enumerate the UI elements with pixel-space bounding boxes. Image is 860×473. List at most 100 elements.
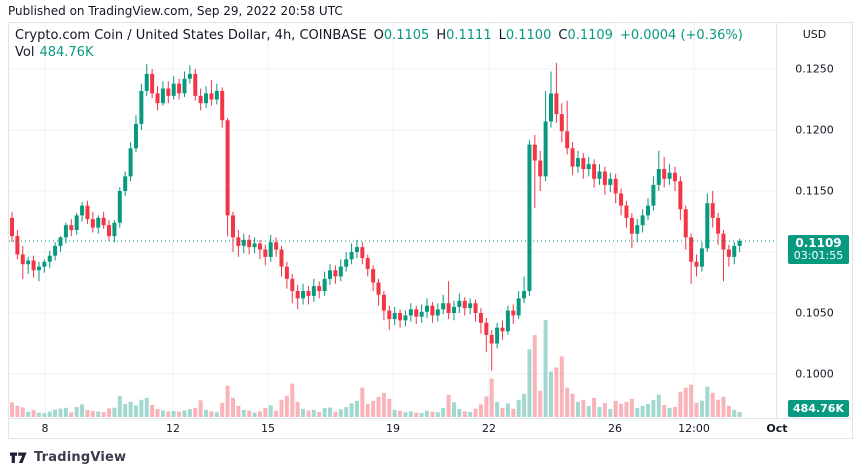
volume-bar: [128, 401, 133, 417]
candle-body: [559, 114, 564, 132]
volume-bar: [69, 412, 74, 417]
candle-body: [511, 310, 516, 316]
volume-bar: [177, 411, 182, 417]
time-tick-label: 12: [166, 422, 180, 435]
symbol-title[interactable]: Crypto.com Coin / United States Dollar, …: [15, 28, 367, 43]
candle-body: [36, 266, 41, 271]
time-axis[interactable]: 8 12 15 19 22 26 12:00 Oct: [9, 418, 852, 438]
volume-bar: [107, 408, 112, 417]
volume-bar: [371, 400, 376, 417]
candle-body: [484, 322, 489, 335]
volume-bar: [608, 408, 613, 417]
volume-bar: [31, 410, 36, 417]
candle-body: [344, 259, 349, 267]
legend-line-volume: Vol 484.76K: [15, 44, 743, 61]
volume-bar: [721, 396, 726, 417]
volume-bar: [187, 409, 192, 417]
volume-bar: [193, 407, 198, 417]
volume-bar: [678, 391, 683, 417]
candle-body: [602, 171, 607, 185]
candle-body: [716, 217, 721, 234]
candle-body: [31, 260, 36, 271]
volume-bar: [651, 399, 656, 417]
candle-body: [204, 93, 209, 104]
candle-body: [629, 217, 634, 234]
candle-body: [63, 225, 68, 238]
candle-body: [597, 171, 602, 179]
candle-body: [419, 311, 424, 317]
volume-bar: [619, 403, 624, 417]
candle-body: [721, 233, 726, 250]
volume-bar: [662, 404, 667, 417]
candle-body: [15, 236, 20, 255]
tradingview-logo-icon[interactable]: [10, 451, 27, 464]
price-axis[interactable]: USD 0.12500.12000.11500.11000.10500.1000…: [776, 23, 852, 418]
candle-body: [10, 217, 14, 237]
volume-bar: [586, 405, 591, 417]
candle-body: [694, 261, 699, 267]
candle-body: [613, 178, 618, 194]
candle-body: [74, 215, 79, 231]
volume-bar: [263, 407, 268, 417]
volume-bar: [209, 411, 214, 417]
volume-bar: [694, 402, 699, 417]
volume-bar: [317, 411, 322, 417]
volume-bar: [10, 402, 14, 417]
volume-bar: [322, 408, 327, 417]
candlestick-chart[interactable]: [9, 23, 776, 418]
published-text: Published on TradingView.com, Sep 29, 20…: [8, 4, 343, 18]
volume-bar: [306, 410, 311, 417]
time-tick-label: 22: [482, 422, 496, 435]
volume-bar: [478, 404, 483, 417]
tradingview-logo-text[interactable]: TradingView: [34, 449, 127, 465]
candle-body: [462, 300, 467, 309]
candle-body: [274, 242, 279, 250]
volume-bar: [565, 387, 570, 417]
candle-body: [349, 252, 354, 260]
candle-body: [662, 169, 667, 179]
candle-body: [640, 215, 645, 226]
volume-bar: [268, 405, 273, 417]
candle-body: [522, 291, 527, 299]
volume-bar: [47, 411, 52, 417]
volume-bar: [155, 408, 160, 417]
price-tick-label: 0.1050: [795, 306, 834, 320]
candle-body: [133, 123, 138, 149]
volume-bar: [376, 396, 381, 417]
volume-bar: [549, 371, 553, 417]
volume-bar: [36, 412, 41, 417]
candle-body: [53, 245, 58, 256]
volume-bar: [656, 394, 661, 417]
volume-bar: [667, 407, 672, 417]
high-value: 0.1111: [446, 28, 492, 43]
candle-body: [408, 309, 413, 316]
volume-bar: [225, 385, 230, 417]
volume-bar: [365, 403, 370, 417]
candle-body: [317, 286, 322, 292]
volume-bar: [468, 412, 473, 417]
candle-body: [538, 160, 543, 177]
candle-body: [247, 239, 252, 248]
candle-body: [726, 249, 731, 257]
candle-body: [284, 266, 289, 279]
volume-bar: [230, 397, 235, 417]
volume-bar: [672, 406, 677, 417]
candle-body: [328, 270, 333, 279]
volume-bar: [462, 411, 467, 417]
volume-bar: [338, 409, 343, 417]
chart-legend: Crypto.com Coin / United States Dollar, …: [15, 27, 743, 61]
volume-bar: [236, 405, 241, 417]
candle-body: [42, 261, 47, 267]
published-bar: Published on TradingView.com, Sep 29, 20…: [0, 0, 860, 22]
candle-body: [473, 303, 478, 313]
volume-bar: [387, 398, 392, 417]
price-tick-label: 0.1250: [795, 62, 834, 76]
volume-bar: [117, 395, 122, 417]
candle-body: [392, 313, 397, 320]
volume-bar: [333, 411, 338, 417]
volume-bar: [295, 401, 300, 417]
candle-body: [257, 243, 262, 250]
candle-body: [139, 90, 144, 124]
candle-body: [500, 327, 505, 332]
